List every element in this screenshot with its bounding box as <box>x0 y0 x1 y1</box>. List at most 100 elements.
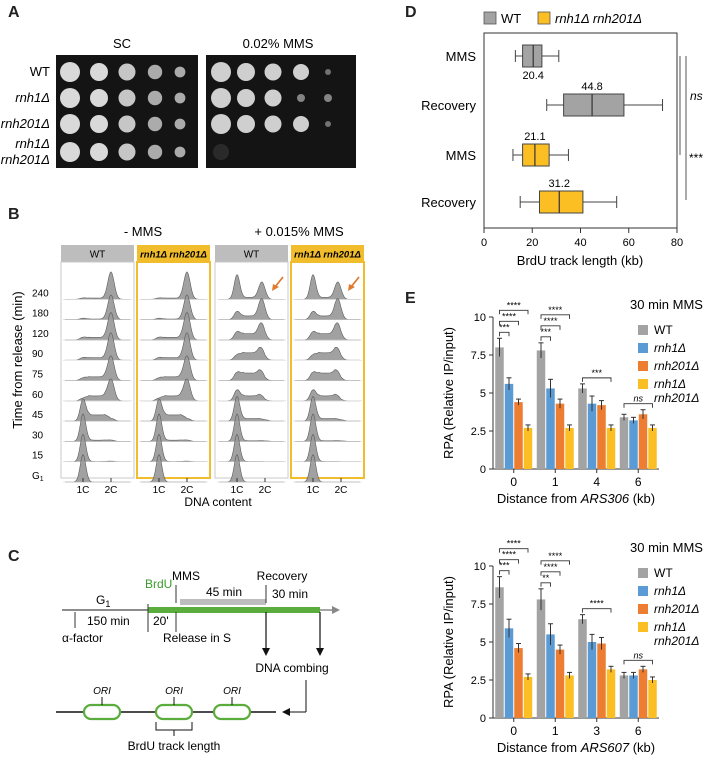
sig-label: **** <box>543 562 558 572</box>
colony-spot <box>90 63 108 81</box>
recovery-label: Recovery <box>257 569 308 583</box>
e-ytick: 2.5 <box>471 426 486 438</box>
colony-spot <box>147 64 163 80</box>
bar-2 <box>555 649 565 718</box>
sig-label: ** <box>542 573 550 583</box>
e-title: 30 min MMS <box>630 540 703 555</box>
bar-0 <box>619 675 629 718</box>
d-xtick: 40 <box>574 237 586 249</box>
colony-spot <box>174 146 186 158</box>
colony-spot <box>118 115 136 133</box>
timeline-brdu <box>148 607 320 613</box>
colony-spot <box>147 90 163 106</box>
d-xlabel: BrdU track length (kb) <box>517 253 643 268</box>
arrow-icon <box>272 284 279 291</box>
colony-spot <box>213 144 229 160</box>
e-ytick: 7.5 <box>471 599 486 611</box>
colony-spot <box>118 63 136 81</box>
bar-3 <box>606 669 616 718</box>
min20-label: 20' <box>153 614 169 628</box>
ori-label-2: ORI <box>165 686 183 697</box>
legend-swatch-double <box>537 11 551 25</box>
bar-3 <box>565 427 574 469</box>
sig-label: **** <box>502 550 517 560</box>
col-label-sc: SC <box>113 36 131 51</box>
e-ytick: 5 <box>480 388 486 400</box>
e-legend-label: rnh1Δ <box>654 584 686 598</box>
bar-1 <box>546 634 555 718</box>
bar-3 <box>523 676 533 718</box>
min30-label: 30 min <box>272 587 308 601</box>
strain-header-wt <box>215 245 288 262</box>
colony-spot <box>237 115 255 133</box>
tick-1c: 1C <box>77 485 90 496</box>
colony-spot <box>60 88 80 108</box>
box-0 <box>522 44 543 68</box>
tick-1c: 1C <box>231 485 244 496</box>
colony-spot <box>324 94 332 102</box>
min45-label: 45 min <box>206 585 242 599</box>
tick-2c: 2C <box>181 485 194 496</box>
time-label: 90 <box>32 349 44 360</box>
cond-plus-mms: + 0.015% MMS <box>254 224 344 239</box>
box-1 <box>563 93 625 117</box>
legend-label-wt: WT <box>501 11 521 26</box>
cond-minus-mms: - MMS <box>124 224 163 239</box>
sig-label: **** <box>543 316 558 326</box>
colony-spot <box>293 116 309 132</box>
e-legend-label: rnh1Δ <box>654 620 686 634</box>
bar-0 <box>619 417 629 469</box>
mms-bar <box>180 599 266 605</box>
sig-label: *** <box>499 561 510 571</box>
bar-1 <box>629 420 638 469</box>
col-label-mms: 0.02% MMS <box>243 36 314 51</box>
sig-label: *** <box>540 327 551 337</box>
strain-header-label: rnh1Δ rnh201Δ <box>140 250 207 261</box>
e-ytick: 10 <box>474 312 486 324</box>
d-annot-ns: ns <box>690 89 703 103</box>
row-label-wt: WT <box>30 64 50 79</box>
e-legend-swatch <box>638 325 648 335</box>
legend-label-double: rnh1Δ rnh201Δ <box>555 11 642 26</box>
e-xtick: 1 <box>552 475 559 489</box>
d-xtick: 20 <box>526 237 538 249</box>
e-legend-swatch <box>638 379 648 389</box>
colony-spot <box>60 114 80 134</box>
d-category-label: MMS <box>446 148 477 163</box>
bar-0 <box>536 350 546 469</box>
tick-2c: 2C <box>105 485 118 496</box>
sig-label: *** <box>499 322 510 332</box>
strain-header-wt <box>61 245 134 262</box>
combing-label: DNA combing <box>255 661 328 675</box>
colony-spot <box>147 116 163 132</box>
e-xtick: 6 <box>635 724 642 738</box>
time-label: 240 <box>32 288 49 299</box>
mms-label: MMS <box>172 569 200 583</box>
colony-spot <box>147 144 163 160</box>
bar-1 <box>587 403 597 469</box>
e-legend-label: rnh201Δ <box>654 602 699 616</box>
bar-2 <box>597 405 606 469</box>
time-label: G1 <box>32 471 44 483</box>
e-xtick: 0 <box>510 475 517 489</box>
sig-label: ns <box>633 394 643 404</box>
colony-spot <box>237 63 255 81</box>
box-3 <box>538 190 584 214</box>
panel-a-spot-assay: SC 0.02% MMS WT rnh1Δ rnh201Δ rnh1Δ rnh2… <box>1 36 356 168</box>
tick-1c: 1C <box>153 485 166 496</box>
tick-2c: 2C <box>259 485 272 496</box>
strain-header-double <box>137 245 210 262</box>
d-category-label: Recovery <box>421 195 476 210</box>
bar-2 <box>514 648 523 718</box>
colony-spot <box>60 62 80 82</box>
e-legend-label: WT <box>654 323 673 337</box>
e-legend-swatch <box>638 604 648 614</box>
e-legend-label: WT <box>654 566 673 580</box>
panel-label-a: A <box>8 4 20 21</box>
bar-1 <box>504 383 514 469</box>
colony-spot <box>211 114 231 134</box>
tick-2c: 2C <box>335 485 348 496</box>
e-legend-label: rnh201Δ <box>654 634 699 648</box>
sig-label: **** <box>507 539 522 549</box>
row-label-rnh201: rnh201Δ <box>1 116 50 131</box>
